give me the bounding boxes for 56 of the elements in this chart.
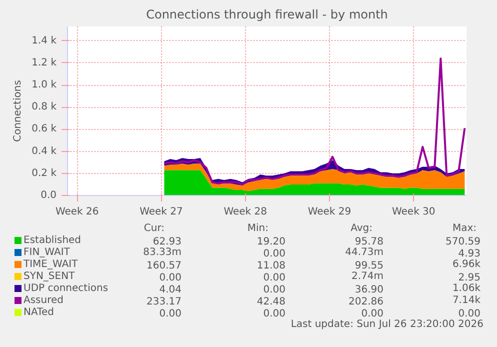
chart-title: Connections through firewall - by month <box>146 8 388 22</box>
text: 0.00 <box>263 308 286 320</box>
text: 1.06k <box>452 283 481 294</box>
text: Avg: <box>350 223 372 234</box>
x-tick-label: Week 26 <box>55 206 99 218</box>
y-tick-label: 0.8 k <box>32 102 57 113</box>
text: 4.04 <box>159 284 182 296</box>
x-tick-label: Week 27 <box>140 206 183 218</box>
text: 62.93 <box>152 236 182 248</box>
y-tick-label: 0.0 <box>40 190 57 201</box>
text: 95.78 <box>354 236 384 248</box>
text: 44.73m <box>345 247 384 258</box>
text: 160.57 <box>146 260 182 272</box>
text: Min: <box>247 223 269 234</box>
text: 0.00 <box>263 248 286 260</box>
x-tick-label: Week 30 <box>392 206 436 218</box>
legend-label: NATed <box>24 307 54 318</box>
y-tick-label: 1.4 k <box>32 35 57 46</box>
text: 570.59 <box>446 236 481 248</box>
text: 0.00 <box>361 308 384 320</box>
text: 6.96k <box>452 259 481 270</box>
text: Cur: <box>144 223 164 234</box>
text: 0.00 <box>159 308 182 320</box>
text: 99.55 <box>354 260 384 272</box>
text: 0.00 <box>263 272 286 284</box>
text: 36.90 <box>354 284 384 296</box>
y-axis-title: Connections <box>12 80 24 142</box>
text: 4.93 <box>458 248 480 260</box>
text: 83.33m <box>143 247 182 258</box>
text: 202.86 <box>348 296 384 308</box>
legend-label: Established <box>24 235 82 246</box>
text: 19.20 <box>256 236 286 248</box>
y-tick-label: 1.0 k <box>32 80 57 91</box>
legend-label: SYN_SENT <box>24 271 76 282</box>
text: 11.08 <box>256 260 286 272</box>
text: 2.74m <box>351 271 384 282</box>
y-tick-label: 0.2 k <box>32 168 57 179</box>
legend-label: UDP connections <box>24 283 108 294</box>
legend-label: FIN_WAIT <box>24 247 71 258</box>
x-tick-label: Week 28 <box>224 206 268 218</box>
y-tick-label: 0.4 k <box>32 146 57 157</box>
text: 7.14k <box>452 295 481 306</box>
y-tick-label: 0.6 k <box>32 124 57 135</box>
text: 42.48 <box>256 296 286 308</box>
text: Last update: Sun Jul 26 23:20:00 2026 <box>290 319 484 330</box>
text: 0.00 <box>458 308 480 320</box>
y-tick-label: 1.2 k <box>32 57 57 68</box>
line-series <box>163 58 466 186</box>
text: 0.00 <box>159 272 182 284</box>
x-tick-label: Week 29 <box>308 206 352 218</box>
text: Max: <box>452 223 477 234</box>
text: 0.00 <box>263 284 286 296</box>
legend-label: Assured <box>24 295 64 306</box>
legend-label: TIME_WAIT <box>22 259 79 270</box>
text: 233.17 <box>146 296 182 308</box>
text: 2.95 <box>458 272 480 284</box>
